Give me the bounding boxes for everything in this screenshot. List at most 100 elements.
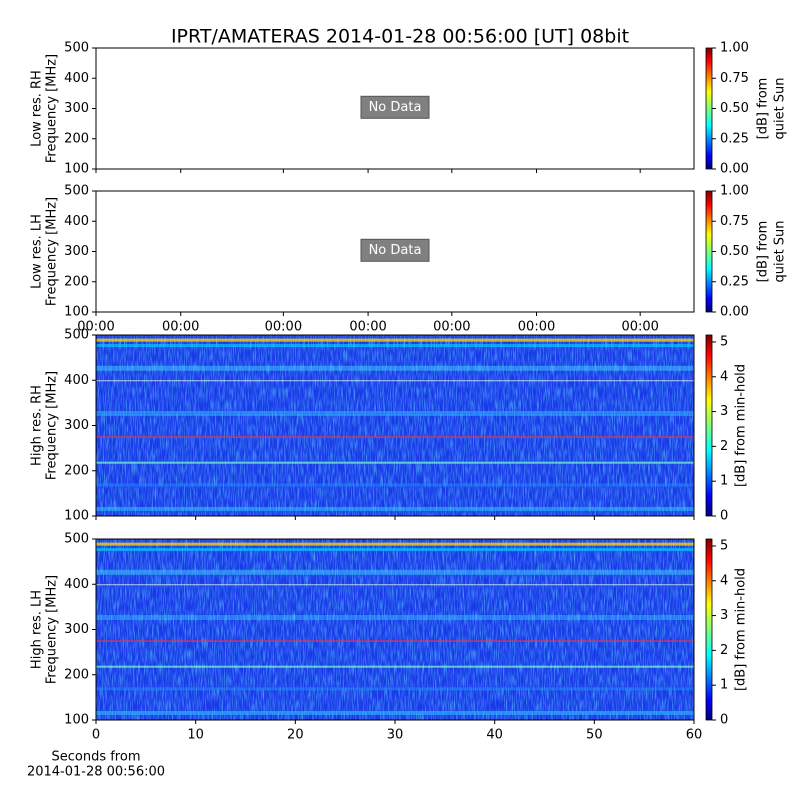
x-tick-label: 00:00 (162, 320, 199, 335)
y-tick-label: 300 (64, 101, 89, 116)
colorbar (705, 334, 713, 517)
colorbar-tick-label: 0 (720, 509, 728, 524)
colorbar-tick-label: 2 (720, 643, 728, 658)
spectrogram-band (96, 338, 694, 342)
x-axis-label: 2014-01-28 00:56:00 (27, 765, 165, 780)
x-tick-label: 50 (586, 728, 603, 743)
spectrogram-band (96, 569, 694, 575)
spectrogram-band (96, 411, 694, 417)
x-tick-label: 00:00 (518, 320, 555, 335)
y-tick-label: 400 (64, 373, 89, 388)
no-data-label: No Data (369, 243, 422, 258)
x-tick-label: 0 (92, 728, 100, 743)
colorbar-tick-label: 0.75 (720, 71, 749, 86)
x-tick-label: 40 (486, 728, 503, 743)
y-tick-label: 300 (64, 622, 89, 637)
y-axis-label: Low res. LH (30, 214, 45, 289)
spectrogram-band (96, 542, 694, 546)
spectrogram-band (96, 365, 694, 371)
y-tick-label: 400 (64, 577, 89, 592)
y-axis-label: High res. LH (30, 590, 45, 669)
colorbar (705, 47, 713, 170)
colorbar-tick-label: 1.00 (720, 41, 749, 56)
y-tick-label: 500 (64, 328, 89, 343)
x-tick-label: 60 (686, 728, 703, 743)
y-tick-label: 400 (64, 214, 89, 229)
colorbar-tick-label: 0.50 (720, 101, 749, 116)
x-tick-label: 00:00 (621, 320, 658, 335)
spectrogram-band (96, 548, 694, 552)
y-tick-label: 200 (64, 463, 89, 478)
colorbar-label: quiet Sun (773, 220, 788, 282)
spectrogram-band (96, 584, 694, 586)
y-tick-label: 300 (64, 244, 89, 259)
x-tick-label: 30 (387, 728, 404, 743)
colorbar-tick-label: 1.00 (720, 184, 749, 199)
colorbar-tick-label: 0.00 (720, 162, 749, 177)
figure-title: IPRT/AMATERAS 2014-01-28 00:56:00 [UT] 0… (171, 26, 629, 48)
spectrogram-band (96, 615, 694, 621)
colorbar-tick-label: 0.75 (720, 214, 749, 229)
x-tick-label: 00:00 (433, 320, 470, 335)
y-tick-label: 300 (64, 418, 89, 433)
no-data-label: No Data (369, 100, 422, 115)
colorbar-label: quiet Sun (773, 77, 788, 139)
no-data-box (360, 95, 430, 119)
spectrogram-band (96, 506, 694, 511)
x-tick-label: 10 (187, 728, 204, 743)
colorbar-label: [dB] from (756, 78, 771, 140)
colorbar-tick-label: 3 (720, 404, 728, 419)
x-axis-label: Seconds from (51, 750, 140, 765)
y-axis-label: Frequency [MHz] (45, 371, 60, 480)
x-tick-label: 00:00 (77, 320, 114, 335)
spectrogram-band (96, 344, 694, 348)
x-tick-label: 20 (287, 728, 304, 743)
y-axis-label: Frequency [MHz] (45, 54, 60, 163)
spectrogram-band (96, 665, 694, 668)
y-tick-label: 500 (64, 532, 89, 547)
y-axis-label: Frequency [MHz] (45, 197, 60, 306)
y-tick-label: 100 (64, 162, 89, 177)
colorbar-tick-label: 3 (720, 608, 728, 623)
colorbar-tick-label: 2 (720, 439, 728, 454)
colorbar-tick-label: 0 (720, 713, 728, 728)
y-axis-label: Frequency [MHz] (45, 575, 60, 684)
colorbar-tick-label: 4 (720, 573, 728, 588)
spectrogram-band (96, 710, 694, 715)
spectrogram-band (96, 461, 694, 464)
spectrogram-noise (96, 539, 694, 720)
colorbar-label: [dB] from min-hold (734, 364, 749, 487)
no-data-box (360, 238, 430, 262)
y-tick-label: 100 (64, 509, 89, 524)
colorbar-tick-label: 0.50 (720, 244, 749, 259)
colorbar-tick-label: 1 (720, 678, 728, 693)
spectrogram-band (96, 687, 694, 691)
y-tick-label: 100 (64, 305, 89, 320)
colorbar-tick-label: 5 (720, 538, 728, 553)
colorbar (705, 190, 713, 313)
y-tick-label: 100 (64, 713, 89, 728)
y-tick-label: 500 (64, 184, 89, 199)
spectrogram-band (96, 380, 694, 382)
colorbar-tick-label: 5 (720, 334, 728, 349)
colorbar-tick-label: 0.25 (720, 131, 749, 146)
colorbar-label: [dB] from (756, 221, 771, 283)
colorbar-tick-label: 0.00 (720, 305, 749, 320)
colorbar-tick-label: 1 (720, 474, 728, 489)
y-tick-label: 200 (64, 667, 89, 682)
y-axis-label: High res. RH (30, 385, 45, 466)
spectrogram-image (96, 539, 694, 720)
x-tick-label: 00:00 (265, 320, 302, 335)
colorbar-tick-label: 4 (720, 369, 728, 384)
spectrogram-band (96, 640, 694, 642)
y-tick-label: 200 (64, 274, 89, 289)
spectrogram-band (96, 436, 694, 438)
spectrogram-band (96, 483, 694, 487)
y-tick-label: 500 (64, 41, 89, 56)
colorbar (705, 538, 713, 721)
spectrogram-image (96, 335, 694, 516)
y-tick-label: 200 (64, 131, 89, 146)
colorbar-label: [dB] from min-hold (734, 568, 749, 691)
spectrogram-noise (96, 335, 694, 516)
